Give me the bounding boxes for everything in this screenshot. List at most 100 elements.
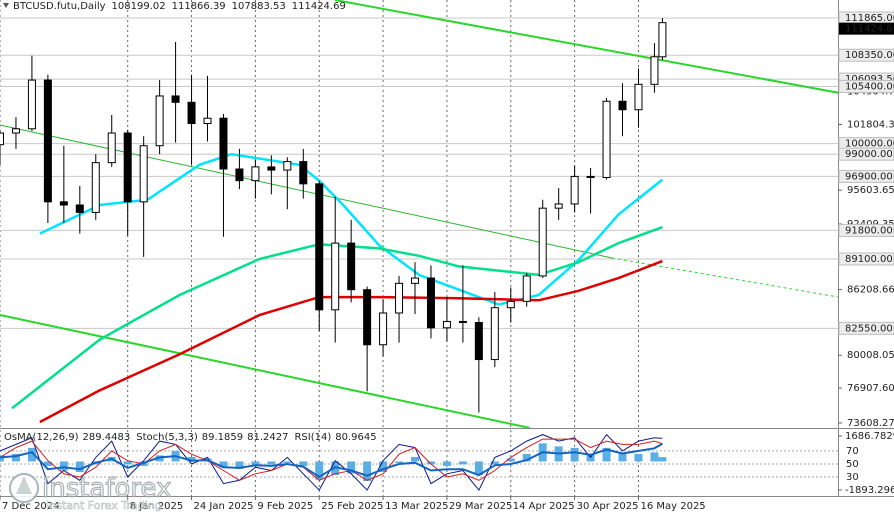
candle-body — [203, 117, 212, 124]
level-label: 100000.00 — [845, 139, 894, 150]
osma-bar — [251, 461, 260, 466]
candle-body — [299, 161, 308, 185]
candle-body — [554, 203, 563, 209]
candle-body — [11, 128, 20, 134]
trend-line — [0, 124, 613, 259]
candle-body — [139, 145, 148, 203]
candle-body — [331, 242, 340, 311]
ohlc-value: 107883.53 — [232, 1, 286, 12]
x-tick-label: 8 Jan 2025 — [130, 501, 184, 512]
level-label: 96900.00 — [845, 171, 893, 182]
indicator-value: 80.9645 — [335, 432, 376, 443]
candle-body — [411, 277, 420, 284]
osma-bar — [618, 452, 627, 462]
candle-body — [123, 132, 132, 203]
osma-bar — [299, 461, 308, 466]
candle-body — [570, 175, 579, 205]
candle-body — [219, 117, 228, 170]
candle-body — [458, 320, 467, 324]
x-tick-label: 16 May 2025 — [640, 501, 705, 512]
osma-bar — [43, 461, 52, 466]
level-label-box — [838, 321, 894, 335]
x-tick-label: 29 Mar 2025 — [449, 501, 512, 512]
osma-bar — [602, 447, 611, 462]
level-label: 106093.56 — [845, 74, 894, 85]
osma-bar — [187, 456, 196, 462]
y-tick-label: 73608.27 — [847, 418, 894, 429]
candle-body — [27, 79, 36, 130]
osma-bar — [506, 458, 515, 462]
watermark: instaforex Instant Forex Trading — [9, 473, 172, 512]
osma-bar — [658, 457, 667, 462]
x-tick-label: 13 Mar 2025 — [385, 501, 448, 512]
candle-body — [267, 166, 276, 171]
candle-body — [506, 300, 515, 309]
y-tick-label: 95603.65 — [847, 185, 894, 196]
candle-body — [426, 277, 435, 329]
osma-bar — [283, 461, 292, 463]
trend-line — [0, 314, 531, 428]
candle-body — [107, 132, 116, 164]
candle-body — [634, 83, 643, 111]
ohlc-value: 111866.39 — [172, 1, 226, 12]
osma-bar — [59, 461, 68, 471]
x-tick-label: 24 Jan 2025 — [194, 501, 254, 512]
x-tick-label: 14 Apr 2025 — [513, 501, 575, 512]
candle-body — [442, 320, 451, 329]
moving-average — [39, 152, 664, 306]
level-label: 89100.00 — [845, 254, 893, 265]
osma-bar — [75, 461, 84, 473]
indicator-value: 81.2427 — [247, 432, 288, 443]
ohlc-value: 111424.69 — [292, 1, 346, 12]
x-tick-label: 25 Feb 2025 — [321, 501, 383, 512]
candle-body — [315, 183, 324, 311]
osma-bar — [395, 461, 404, 463]
candle-body — [586, 175, 595, 178]
candle-body — [171, 95, 180, 103]
osma-bar — [570, 447, 579, 462]
header-text: BTCUSD.futu,Daily 108199.02 111866.39 10788… — [13, 1, 346, 12]
candle-body — [347, 242, 356, 291]
x-tick-label: 9 Feb 2025 — [257, 501, 313, 512]
osma-bar — [458, 461, 467, 465]
candle-body — [155, 95, 164, 147]
candle-body — [91, 162, 100, 213]
y-tick-label: 101804.35 — [847, 120, 894, 131]
indicator-name: RSI(14) — [294, 432, 331, 443]
level-label-box — [838, 223, 894, 237]
moving-averages — [11, 152, 664, 424]
y-tick-label: 50 — [846, 459, 859, 470]
symbol: BTCUSD.futu,Daily — [13, 1, 106, 12]
osma-bar — [474, 461, 483, 476]
y-tick-label: 70 — [846, 446, 859, 457]
osma-bar — [634, 453, 643, 462]
level-label-box — [838, 252, 894, 266]
candle-body — [43, 79, 52, 203]
osma-bar — [442, 461, 451, 466]
osma-bar — [123, 461, 132, 465]
indicator-value: 89.1859 — [202, 432, 243, 443]
candle-body — [75, 204, 84, 213]
level-label-box — [838, 48, 894, 62]
osma-bar — [411, 456, 420, 462]
candle-body — [363, 289, 372, 346]
level-label-box — [838, 147, 894, 161]
candle-body — [602, 100, 611, 178]
candle-body — [283, 161, 292, 171]
brand: instaforex — [42, 474, 171, 504]
candles — [0, 17, 667, 413]
candle-body — [395, 282, 404, 314]
indicator-header: OsMA(12,26,9) 289.4483 Stoch(5,3,3) 89.1859… — [4, 432, 377, 443]
osma-bar — [27, 447, 36, 462]
osma-bar — [522, 453, 531, 462]
candle-body — [251, 166, 260, 182]
axes: 7 Dec 2024 8 Jan 2025 24 Jan 2025 9 Feb 202… — [0, 11, 894, 512]
osma-bar — [379, 461, 388, 473]
level-label: 91800.00 — [845, 225, 893, 236]
indicator-panel — [0, 433, 838, 492]
header-icon — [3, 3, 9, 8]
trend-lines — [0, 0, 838, 428]
candle-body — [618, 100, 627, 111]
candle-body — [379, 312, 388, 346]
